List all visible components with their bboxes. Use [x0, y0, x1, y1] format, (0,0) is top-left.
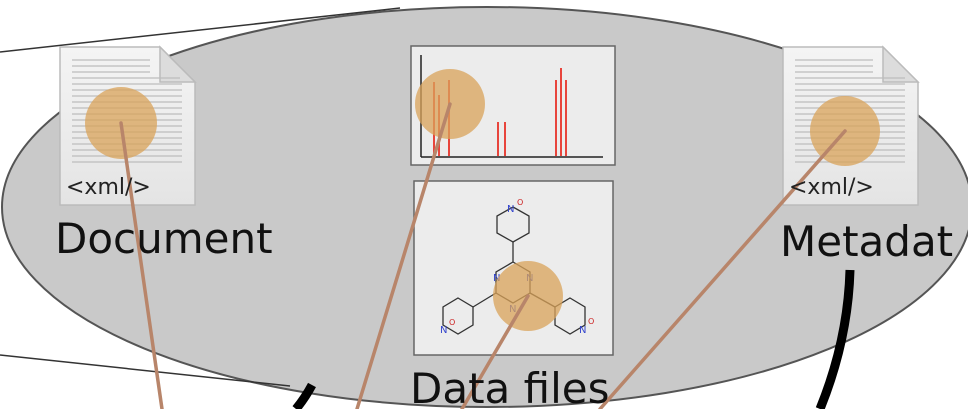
atom-label: O [588, 317, 594, 326]
connector-line [355, 102, 452, 409]
atom-label: O [449, 318, 455, 327]
document-label: Document [55, 214, 273, 263]
atom-label: N [507, 204, 514, 215]
metadata-label: Metadat [780, 217, 954, 266]
thick-curve-right [815, 269, 855, 409]
connector-line [598, 129, 847, 409]
thick-curve-left [292, 382, 316, 409]
connector-line [119, 121, 164, 409]
spectrum-plot-icon [410, 45, 616, 166]
atom-label: N [440, 325, 447, 336]
data-files-label: Data files [410, 364, 610, 413]
document-xml-tag: <xml/> [66, 175, 151, 200]
perspective-line-bottom [0, 354, 291, 387]
connector-line [460, 294, 530, 409]
molecule-structure-icon: N N N N N N O O O [413, 180, 614, 356]
perspective-line-top [0, 7, 401, 53]
metadata-xml-tag: <xml/> [789, 175, 874, 200]
atom-label: N [579, 325, 586, 336]
atom-label: O [517, 198, 523, 207]
atom-label: N [493, 273, 500, 284]
document-icon [59, 45, 197, 206]
